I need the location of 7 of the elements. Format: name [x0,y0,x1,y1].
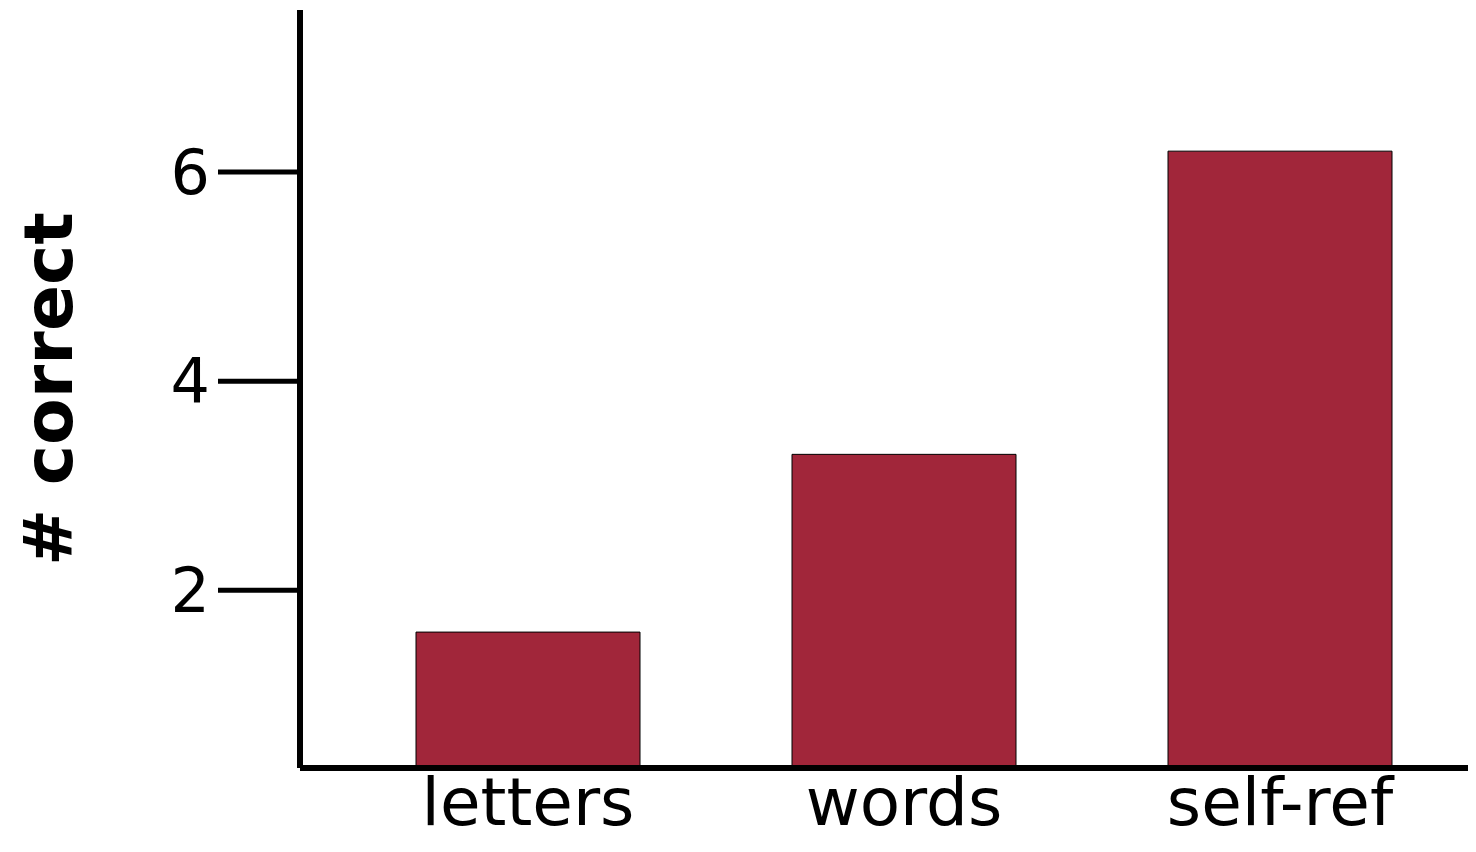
y-axis-title: # correct [9,212,89,566]
y-tick-label: 6 [170,136,210,210]
x-tick-label: self-ref [1166,763,1395,841]
y-tick-label: 4 [170,345,210,419]
y-tick-label: 2 [170,554,210,628]
x-tick-label: words [805,763,1003,841]
x-tick-label: letters [421,763,635,841]
